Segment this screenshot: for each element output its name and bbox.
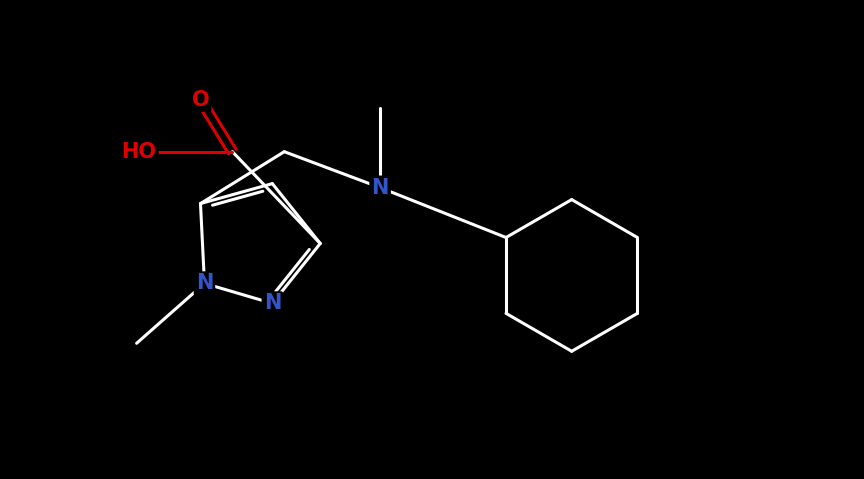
Text: N: N xyxy=(372,178,389,198)
Text: HO: HO xyxy=(122,142,156,162)
Text: O: O xyxy=(192,90,209,110)
Text: N: N xyxy=(196,274,213,294)
Text: N: N xyxy=(264,293,281,313)
